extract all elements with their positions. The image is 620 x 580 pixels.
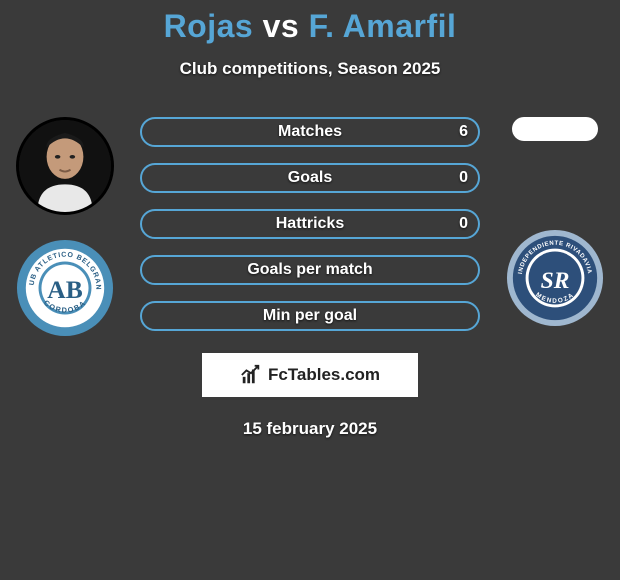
- stat-right-value: 0: [459, 215, 468, 233]
- right-column: SR INDEPENDIENTE RIVADAVIA MENDOZA: [500, 117, 610, 327]
- left-column: AB CLUB ATLETICO BELGRANO CORDOBA: [10, 117, 120, 337]
- stat-bar: Goals 0: [140, 163, 480, 193]
- stat-right-value: 6: [459, 123, 468, 141]
- svg-text:AB: AB: [47, 275, 82, 304]
- stat-bar: Matches 6: [140, 117, 480, 147]
- comparison-card: Rojas vs F. Amarfil Club competitions, S…: [0, 0, 620, 439]
- stat-right-value: 0: [459, 169, 468, 187]
- independiente-crest-svg: SR INDEPENDIENTE RIVADAVIA MENDOZA: [506, 229, 604, 327]
- player1-photo: [16, 117, 114, 215]
- stat-label: Goals per match: [247, 261, 372, 279]
- player2-photo-placeholder: [512, 117, 598, 141]
- stat-label: Goals: [288, 169, 332, 187]
- stat-label: Hattricks: [276, 215, 344, 233]
- title-player2: F. Amarfil: [309, 8, 457, 44]
- stat-label: Matches: [278, 123, 342, 141]
- comparison-area: AB CLUB ATLETICO BELGRANO CORDOBA: [0, 117, 620, 331]
- branding-text: FcTables.com: [268, 365, 380, 385]
- subtitle: Club competitions, Season 2025: [0, 59, 620, 79]
- branding-box[interactable]: FcTables.com: [202, 353, 418, 397]
- player2-club-crest: SR INDEPENDIENTE RIVADAVIA MENDOZA: [506, 229, 604, 327]
- stat-label: Min per goal: [263, 307, 357, 325]
- stat-bar: Min per goal: [140, 301, 480, 331]
- belgrano-crest-svg: AB CLUB ATLETICO BELGRANO CORDOBA: [16, 239, 114, 337]
- svg-text:SR: SR: [541, 268, 570, 294]
- title-vs: vs: [263, 8, 300, 44]
- title-player1: Rojas: [164, 8, 254, 44]
- chart-icon: [240, 364, 262, 386]
- stats-list: Matches 6 Goals 0 Hattricks 0 Goals per match M…: [140, 117, 480, 331]
- stat-bar: Goals per match: [140, 255, 480, 285]
- page-title: Rojas vs F. Amarfil: [0, 8, 620, 45]
- player1-photo-svg: [19, 120, 111, 212]
- comparison-date: 15 february 2025: [0, 419, 620, 439]
- stat-bar: Hattricks 0: [140, 209, 480, 239]
- player1-club-crest: AB CLUB ATLETICO BELGRANO CORDOBA: [16, 239, 114, 337]
